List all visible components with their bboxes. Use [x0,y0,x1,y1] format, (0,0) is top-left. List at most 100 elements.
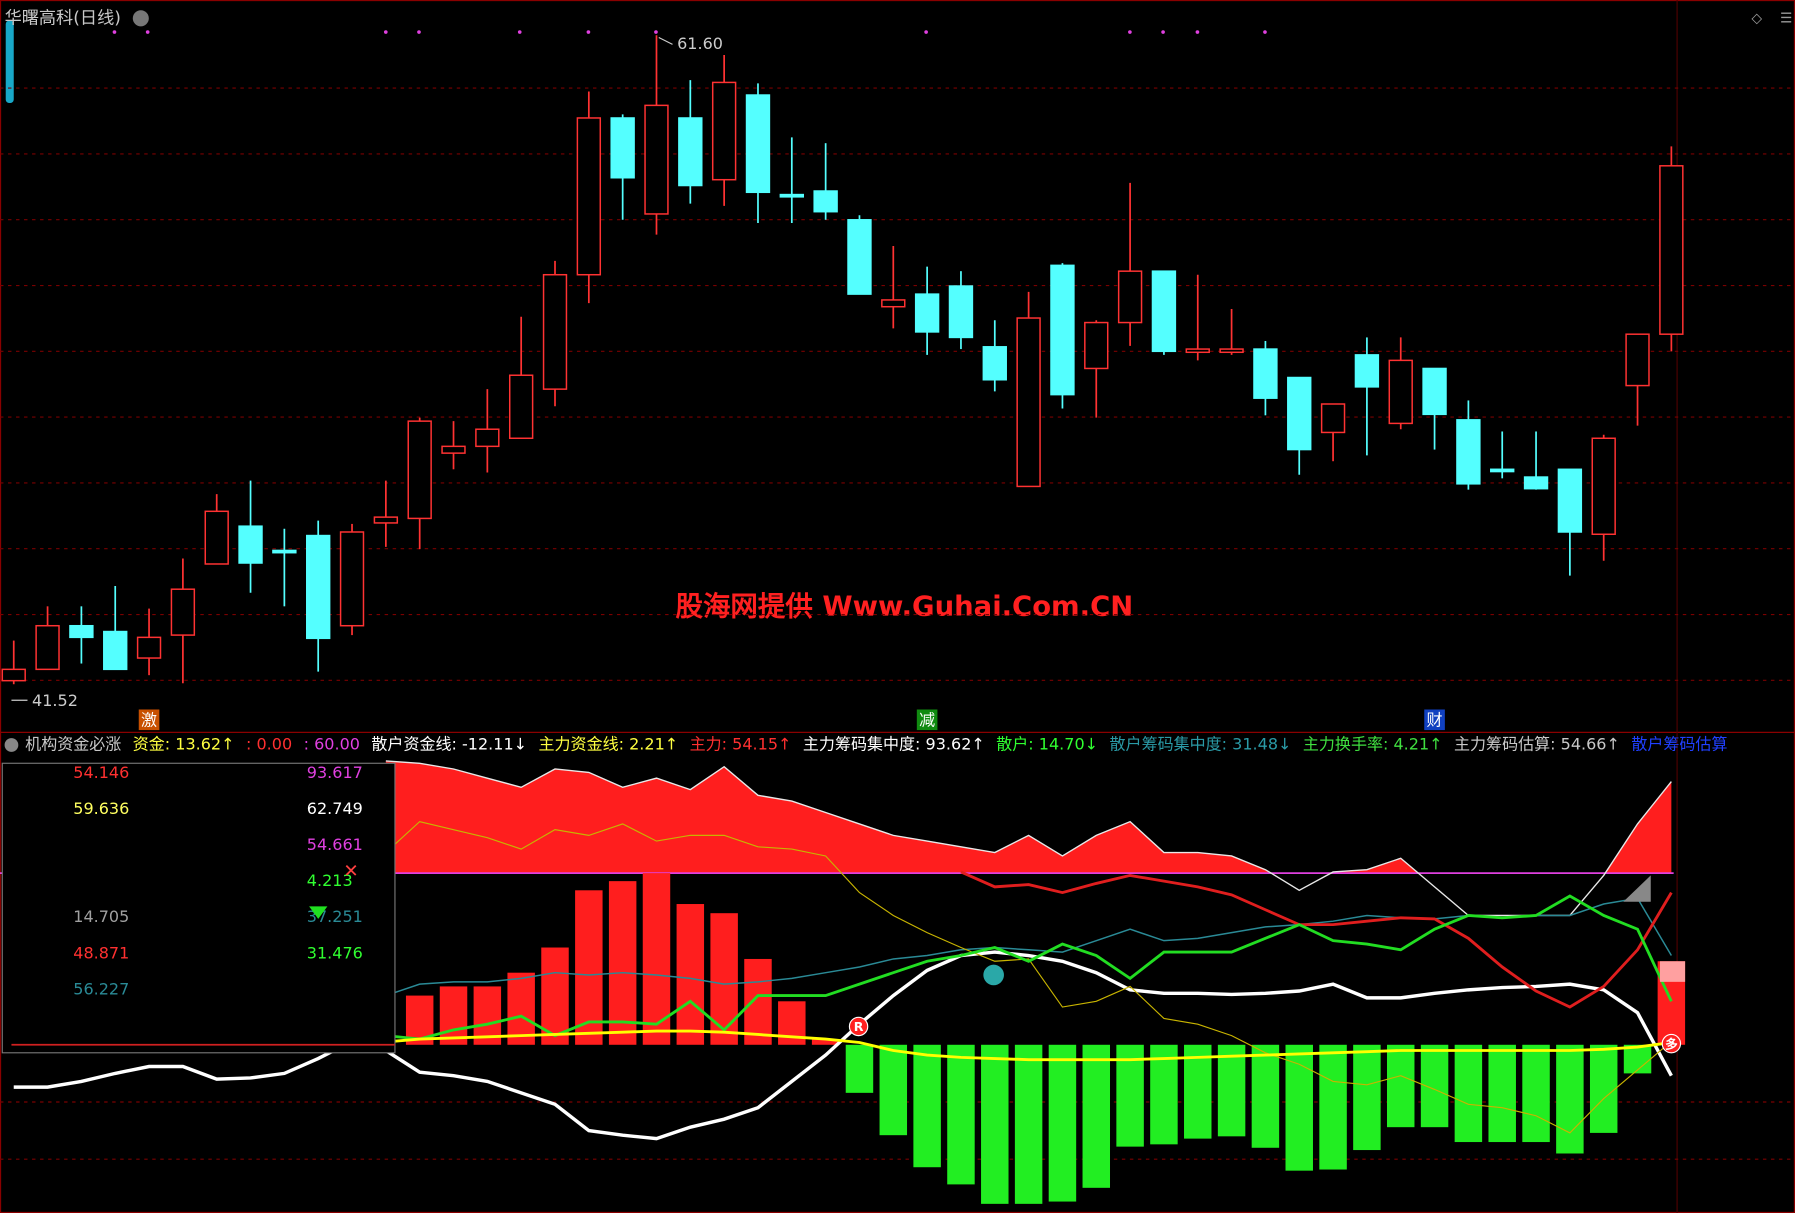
histogram-bar [811,1039,840,1045]
histogram-bar [1014,1044,1043,1204]
candle-body [1523,476,1549,490]
indicator-line [960,870,1673,1009]
signal-text: 激 [141,710,157,729]
histogram-bar [1589,1044,1618,1133]
histogram-bar [845,1044,874,1093]
signal-text: 减 [919,710,935,729]
signal-text: 财 [1427,710,1443,729]
panel-value: 31.476 [307,943,363,962]
histogram-bar [1488,1044,1516,1143]
histogram-bar [1184,1044,1212,1139]
panel-value: 54.661 [307,835,363,854]
signal-dot [417,30,421,34]
histogram-bar [913,1044,941,1168]
indicator-header-item: 散户筹码集中度: 31.48↓ [1110,734,1292,753]
signal-dot [1161,30,1165,34]
candle-body [1490,468,1515,473]
scroll-indicator [5,20,14,103]
candle-body [1219,348,1244,354]
candle-body [678,117,703,187]
indicator-header-item: 资金: 13.62↑ [133,734,235,753]
candle-body [1084,321,1109,370]
candle-body [272,549,297,554]
histogram-bar [1454,1044,1483,1143]
indicator-menu-button[interactable] [4,738,19,752]
panel-value: 62.749 [307,799,363,818]
candle-body [35,624,60,671]
histogram-bar [1082,1044,1111,1188]
indicator-header-item: 散户筹码估算 [1631,734,1727,753]
watermark: 股海网提供 Www.Guhai.Com.CN [675,592,1133,623]
candle-body [1253,348,1278,399]
histogram-bar [744,958,772,1045]
candle-body [103,630,128,671]
candle-body [576,117,602,276]
signal-dot [383,30,388,34]
badge-text: R [854,1019,864,1034]
histogram-bar [1251,1044,1280,1148]
histogram-bar [1319,1044,1347,1170]
indicator-header-item: : 0.00 [246,734,292,753]
histogram-bar [1285,1044,1313,1171]
candle-body [170,588,196,636]
panel-value: 14.705 [73,907,129,926]
indicator-header-item: 主力筹码估算: 54.66↑ [1454,734,1620,753]
signal-badge [1661,1033,1682,1054]
histogram-bar [676,904,705,1045]
candle-body [1151,270,1177,353]
max-label: 61.60 [677,34,723,53]
indicator-header-item: 主力: 54.15↑ [690,734,792,753]
gray-marker [1623,875,1651,902]
histogram-bar [1623,1044,1652,1074]
candle-body [745,94,771,194]
histogram-bar [1522,1044,1550,1143]
candle-body [813,190,838,213]
histogram-bar [642,873,671,1045]
signal-dot [145,30,150,34]
candle-body [1050,264,1075,396]
indicator-header-item: : 60.00 [304,734,360,753]
min-label: 41.52 [32,691,78,710]
histogram-bar [1386,1044,1415,1128]
indicator-header-item: 主力换手率: 4.21↑ [1303,734,1443,753]
candle-body [475,428,500,448]
candle-body [779,193,804,198]
down-arrow-icon [309,906,328,919]
candle-body [1388,359,1413,425]
candle-body [1625,333,1650,387]
panel-value: 59.636 [73,799,129,818]
signal-badge [848,1016,869,1037]
indicator-line [385,1029,1672,1062]
histogram-bar [575,890,603,1045]
histogram-bar [710,913,738,1045]
candle-body [610,117,635,179]
signal-dot [654,30,658,34]
toolbar-icon[interactable]: ◇ [1751,10,1762,26]
title-menu-button[interactable] [132,10,149,27]
signal-badge [138,709,160,731]
histogram-bar [1217,1044,1246,1137]
candle-body [441,445,466,454]
signal-dot [924,30,928,34]
candle-body [508,374,534,440]
histogram-bar [507,972,535,1045]
indicator-line [385,897,1673,997]
histogram-bar [981,1044,1009,1204]
signal-dot [517,30,522,34]
toolbar-icon[interactable]: ☰ [1780,10,1792,26]
panel-value: 4.213 [307,871,353,890]
signal-badge [916,709,938,731]
butterfly-icon: ✕ [343,861,358,882]
candle-body [711,81,737,181]
indicator-line [385,894,1673,1041]
histogram-bar [541,947,569,1045]
max-arrow [658,37,673,45]
signal-badge [1424,709,1445,731]
candle-body [407,420,432,520]
panel-value: 93.617 [307,763,363,782]
candle-body [982,346,1007,381]
histogram-bar [1353,1044,1381,1151]
candle-body [204,510,229,565]
